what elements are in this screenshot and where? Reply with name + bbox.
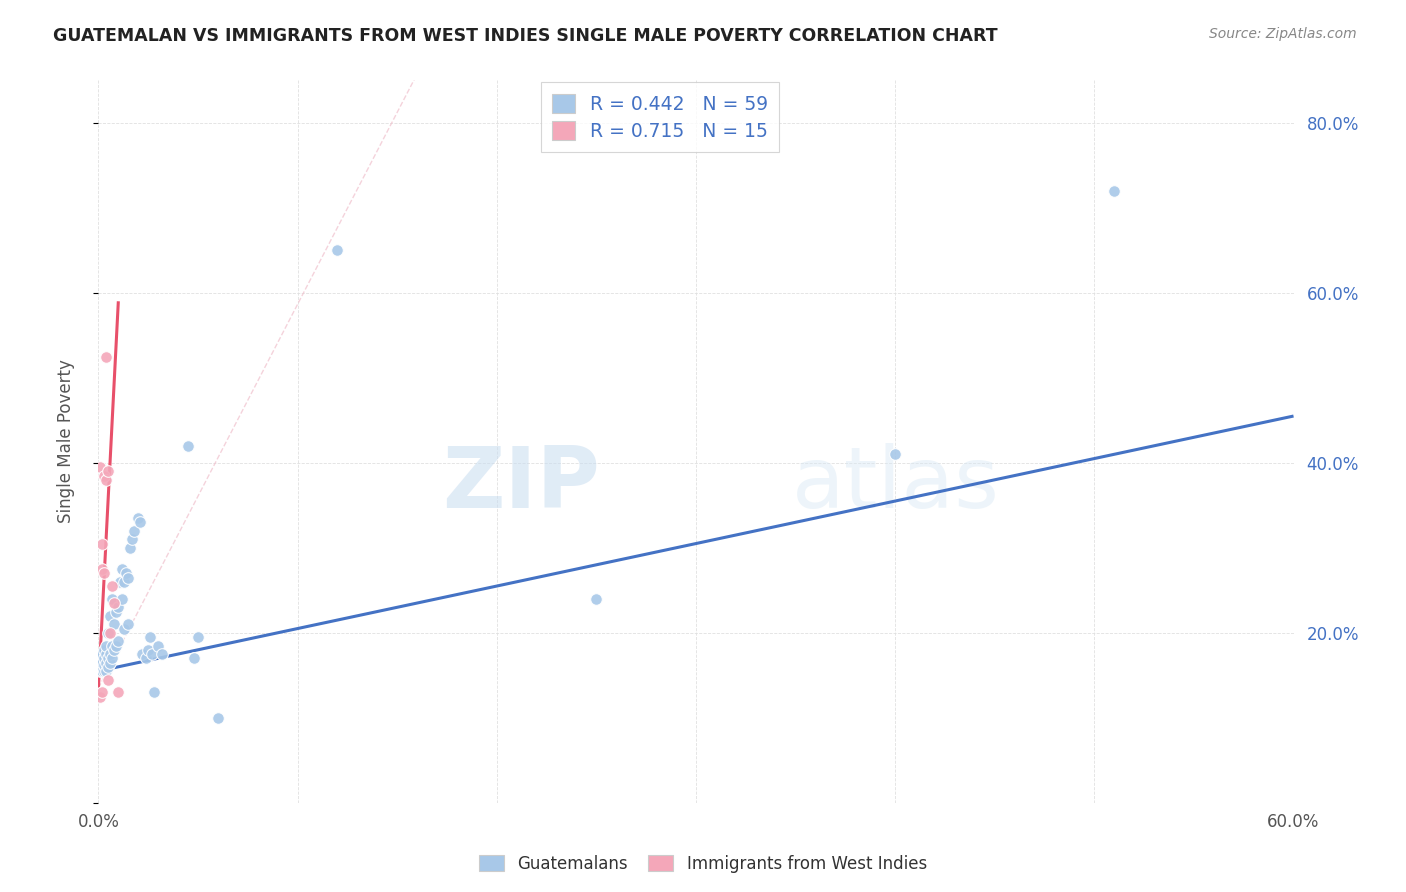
Point bbox=[91, 562, 114, 576]
Point bbox=[124, 524, 146, 538]
Point bbox=[93, 658, 115, 673]
Point bbox=[120, 541, 142, 555]
Y-axis label: Single Male Poverty: Single Male Poverty bbox=[56, 359, 75, 524]
Point bbox=[98, 647, 122, 661]
Point bbox=[93, 468, 115, 483]
Point bbox=[101, 651, 124, 665]
Point bbox=[585, 591, 607, 606]
Point bbox=[110, 574, 132, 589]
Point bbox=[143, 685, 166, 699]
Point bbox=[96, 664, 118, 678]
Point bbox=[177, 439, 200, 453]
Point bbox=[117, 570, 139, 584]
Point bbox=[91, 536, 114, 550]
Point bbox=[183, 651, 205, 665]
Point bbox=[97, 464, 120, 478]
Point bbox=[91, 660, 114, 674]
Point bbox=[103, 596, 125, 610]
Point bbox=[93, 566, 115, 581]
Point bbox=[148, 639, 170, 653]
Point bbox=[89, 664, 111, 678]
Point bbox=[107, 685, 129, 699]
Point bbox=[89, 651, 111, 665]
Point bbox=[117, 617, 139, 632]
Point bbox=[96, 647, 118, 661]
Text: GUATEMALAN VS IMMIGRANTS FROM WEST INDIES SINGLE MALE POVERTY CORRELATION CHART: GUATEMALAN VS IMMIGRANTS FROM WEST INDIE… bbox=[53, 27, 998, 45]
Point bbox=[112, 622, 135, 636]
Point bbox=[96, 639, 118, 653]
Point bbox=[101, 591, 124, 606]
Point bbox=[103, 617, 125, 632]
Point bbox=[107, 600, 129, 615]
Point bbox=[129, 516, 152, 530]
Point bbox=[89, 690, 111, 704]
Point bbox=[97, 625, 120, 640]
Point bbox=[135, 651, 157, 665]
Point bbox=[96, 350, 118, 364]
Text: ZIP: ZIP bbox=[443, 443, 600, 526]
Point bbox=[101, 639, 124, 653]
Point bbox=[105, 605, 128, 619]
Point bbox=[93, 664, 115, 678]
Point bbox=[98, 608, 122, 623]
Point bbox=[127, 511, 149, 525]
Point bbox=[187, 630, 209, 644]
Point bbox=[91, 664, 114, 678]
Point bbox=[103, 642, 125, 657]
Legend: Guatemalans, Immigrants from West Indies: Guatemalans, Immigrants from West Indies bbox=[472, 848, 934, 880]
Point bbox=[326, 244, 349, 258]
Point bbox=[112, 574, 135, 589]
Point bbox=[97, 651, 120, 665]
Text: atlas: atlas bbox=[792, 443, 1000, 526]
Point bbox=[89, 460, 111, 475]
Point bbox=[96, 473, 118, 487]
Point bbox=[111, 591, 134, 606]
Point bbox=[150, 647, 173, 661]
Legend: R = 0.442   N = 59, R = 0.715   N = 15: R = 0.442 N = 59, R = 0.715 N = 15 bbox=[541, 82, 779, 153]
Point bbox=[97, 673, 120, 687]
Point bbox=[98, 656, 122, 670]
Point bbox=[111, 562, 134, 576]
Point bbox=[91, 656, 114, 670]
Point bbox=[91, 647, 114, 661]
Point bbox=[97, 660, 120, 674]
Point bbox=[1104, 184, 1126, 198]
Point bbox=[91, 685, 114, 699]
Point bbox=[139, 630, 162, 644]
Point bbox=[93, 651, 115, 665]
Text: Source: ZipAtlas.com: Source: ZipAtlas.com bbox=[1209, 27, 1357, 41]
Point bbox=[136, 642, 159, 657]
Point bbox=[207, 711, 229, 725]
Point bbox=[115, 566, 138, 581]
Point bbox=[131, 647, 153, 661]
Point bbox=[96, 656, 118, 670]
Point bbox=[107, 634, 129, 648]
Point bbox=[98, 625, 122, 640]
Point bbox=[141, 647, 163, 661]
Point bbox=[105, 639, 128, 653]
Point bbox=[101, 579, 124, 593]
Point bbox=[121, 533, 143, 547]
Point bbox=[884, 447, 907, 461]
Point bbox=[93, 642, 115, 657]
Point bbox=[89, 660, 111, 674]
